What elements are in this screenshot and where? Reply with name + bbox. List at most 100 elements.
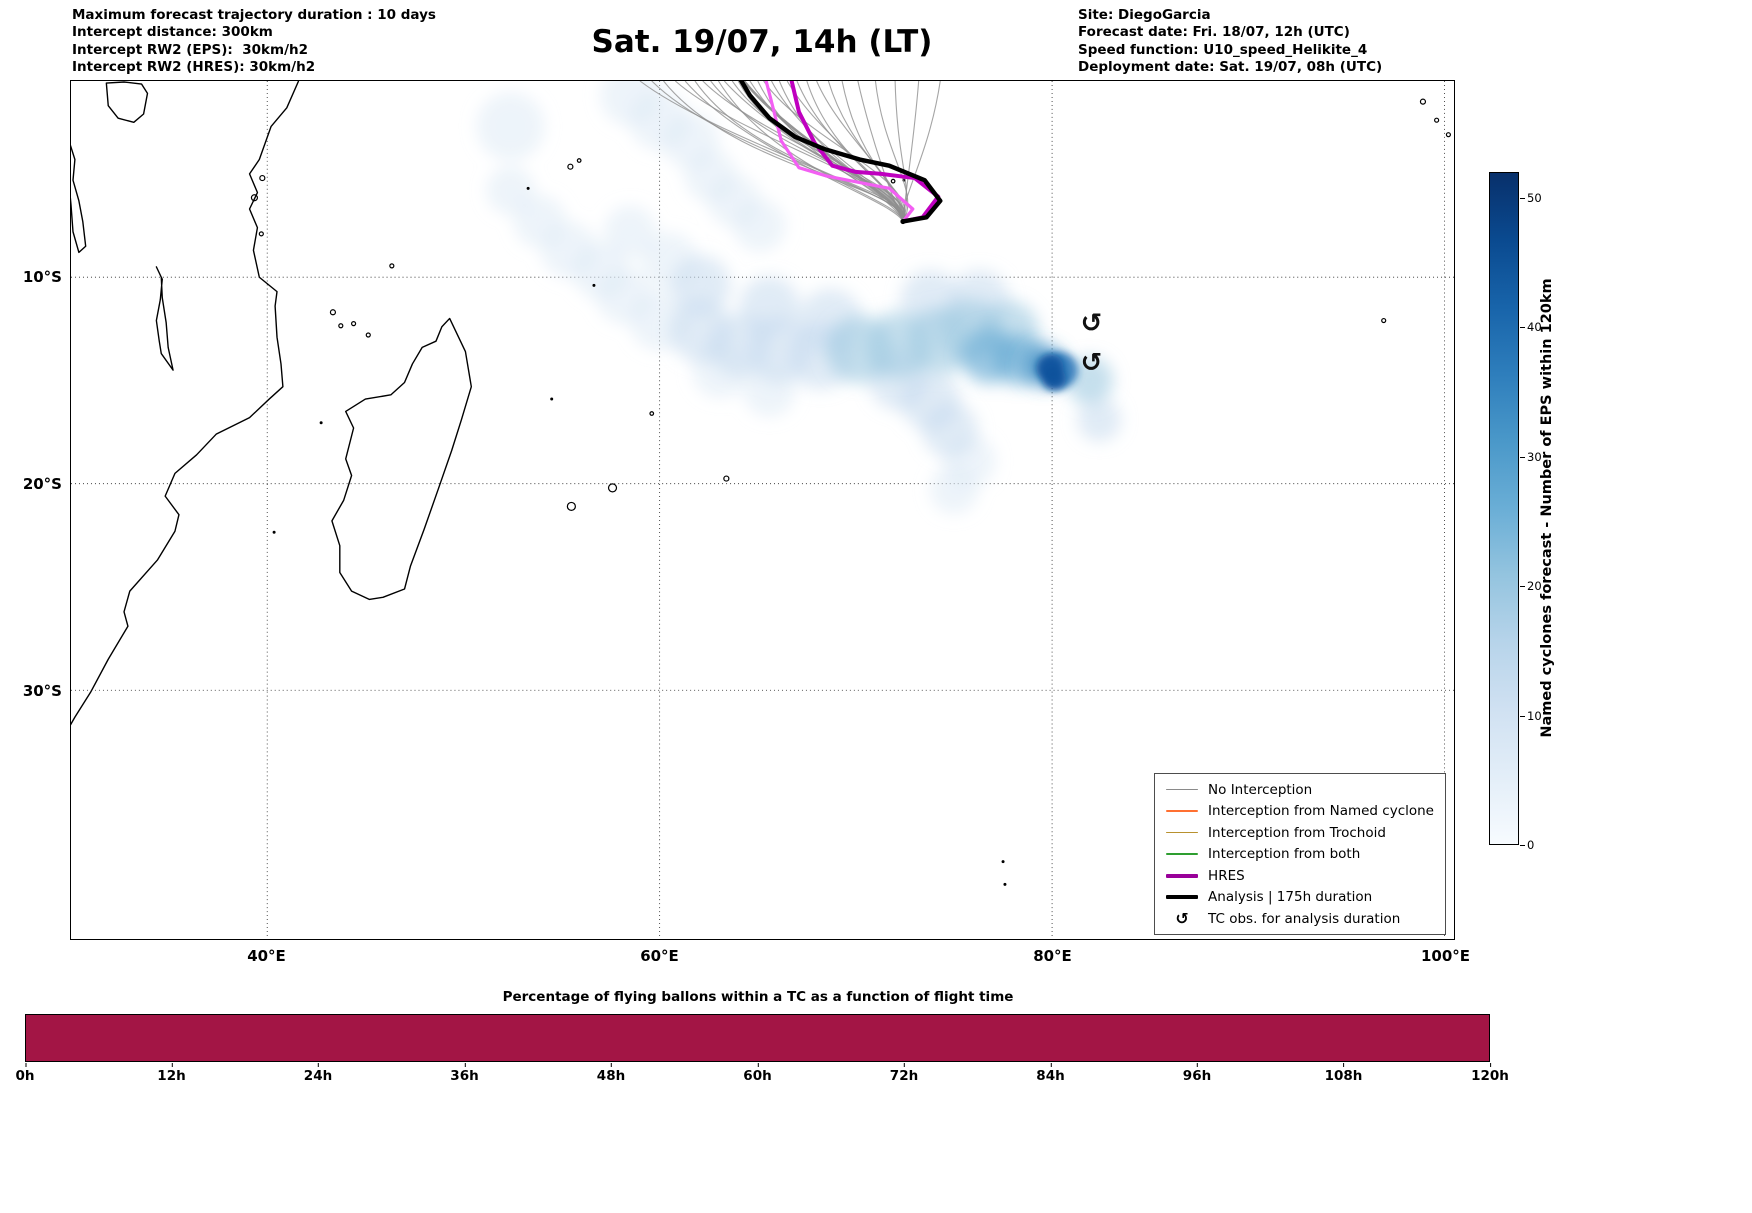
param-intercept-distance: Intercept distance: 300km	[72, 24, 273, 41]
density-level-0	[476, 81, 996, 514]
figure-title: Sat. 19/07, 14h (LT)	[591, 24, 933, 60]
island	[607, 483, 618, 493]
legend-label: Interception from Trochoid	[1208, 824, 1386, 841]
colorbar-tick-label: 0	[1519, 838, 1535, 852]
hres-secondary-track	[764, 81, 915, 224]
density-blob	[1077, 397, 1122, 442]
map-canvas: ↺↺	[71, 81, 1454, 939]
island	[649, 411, 655, 416]
island	[272, 530, 276, 534]
y-tick-label: 10°S	[22, 267, 62, 286]
legend-item-both: Interception from both	[1166, 846, 1434, 863]
legend-label: TC obs. for analysis duration	[1208, 910, 1401, 927]
coastline	[331, 317, 473, 601]
ensemble-trajectory	[757, 81, 904, 222]
island	[389, 263, 395, 269]
density-blob	[1042, 366, 1067, 391]
time-tick-label: 60h	[743, 1063, 772, 1084]
legend-line-sample	[1166, 788, 1199, 791]
y-tick-label: 30°S	[22, 681, 62, 700]
island	[1434, 117, 1440, 123]
legend-item-no-interception: No Interception	[1166, 781, 1434, 798]
time-tick-label: 96h	[1182, 1063, 1212, 1084]
map-panel: ↺ ↺ No Interception Interception from Nam…	[70, 80, 1455, 940]
x-tick-label: 40°E	[247, 947, 286, 965]
island	[1001, 860, 1005, 864]
island	[338, 323, 344, 329]
density-blob	[604, 205, 657, 258]
time-tick-label: 120h	[1471, 1063, 1509, 1084]
legend-label: Interception from both	[1208, 846, 1361, 862]
deployment-point	[900, 218, 906, 224]
legend-item-hres: HRES	[1166, 867, 1434, 884]
island	[1003, 882, 1007, 886]
coastline	[71, 81, 300, 726]
island	[1445, 132, 1452, 138]
legend-line-sample	[1166, 810, 1199, 812]
hres-track	[789, 81, 941, 224]
info-forecast-date: Forecast date: Fri. 18/07, 12h (UTC)	[1078, 24, 1350, 41]
flight-time-bar	[25, 1014, 1490, 1062]
ensemble-trajectory	[827, 81, 904, 222]
legend-line-sample	[1166, 853, 1199, 855]
x-tick-label: 80°E	[1033, 947, 1072, 965]
island	[592, 283, 596, 287]
island	[890, 178, 896, 184]
param-max-duration: Maximum forecast trajectory duration : 1…	[72, 7, 436, 23]
density-level-2	[825, 298, 1114, 405]
density-blob	[929, 466, 978, 514]
ensemble-trajectory	[841, 81, 904, 222]
ensemble-trajectory	[786, 81, 904, 222]
time-tick-label: 48h	[596, 1063, 626, 1084]
y-tick-label: 20°S	[22, 474, 62, 493]
time-tick-label: 24h	[303, 1063, 333, 1084]
time-tick-label: 36h	[450, 1063, 479, 1084]
density-blob	[733, 199, 786, 252]
ensemble-trajectory	[902, 81, 941, 222]
time-tick-label: 12h	[157, 1063, 186, 1084]
coastline	[71, 144, 87, 254]
density-level-6	[1036, 354, 1067, 391]
legend-label: HRES	[1208, 867, 1245, 884]
legend-label: Analysis | 175h duration	[1208, 889, 1373, 905]
island	[365, 332, 371, 338]
island	[567, 163, 574, 170]
site-info-block: Site: DiegoGarcia Forecast date: Fri. 18…	[1078, 7, 1382, 76]
x-tick-label: 100°E	[1420, 947, 1471, 965]
info-site: Site: DiegoGarcia	[1078, 7, 1211, 23]
x-tick-label: 60°E	[640, 947, 679, 965]
legend-line-sample	[1166, 873, 1199, 878]
colorbar-tick-label: 30	[1520, 449, 1542, 464]
coastline	[105, 81, 149, 124]
island	[329, 309, 337, 316]
legend-label: No Interception	[1208, 781, 1313, 798]
island	[319, 421, 323, 425]
time-tick-label: 108h	[1324, 1063, 1363, 1084]
colorbar-tick-label: 20	[1520, 579, 1542, 594]
island	[1419, 98, 1427, 105]
island	[723, 475, 730, 482]
time-tick-label: 72h	[889, 1063, 919, 1084]
coastline	[155, 266, 174, 371]
island	[258, 231, 264, 237]
island	[526, 186, 530, 190]
colorbar-tick-label: 50	[1520, 190, 1542, 205]
info-speed-function: Speed function: U10_speed_Helikite_4	[1078, 41, 1368, 58]
density-blob	[476, 92, 545, 161]
analysis-track	[738, 81, 943, 224]
island	[250, 194, 259, 202]
param-intercept-rw2-eps: Intercept RW2 (EPS): 30km/h2	[72, 41, 308, 58]
legend-line-sample	[1166, 831, 1199, 834]
legend-item-named-cyclone: Interception from Named cyclone	[1166, 803, 1434, 820]
forecast-parameters-block: Maximum forecast trajectory duration : 1…	[72, 7, 436, 76]
island	[550, 397, 554, 401]
density-blob	[922, 402, 978, 458]
info-deployment-date: Deployment date: Sat. 19/07, 08h (UTC)	[1078, 58, 1383, 75]
legend-item-analysis: Analysis | 175h duration	[1166, 889, 1434, 906]
island	[350, 321, 357, 327]
colorbar-label: Named cyclones forecast - Number of EPS …	[1539, 278, 1555, 738]
island	[1381, 317, 1387, 324]
legend-item-trochoid: Interception from Trochoid	[1166, 824, 1434, 841]
time-tick-label: 84h	[1036, 1063, 1065, 1084]
